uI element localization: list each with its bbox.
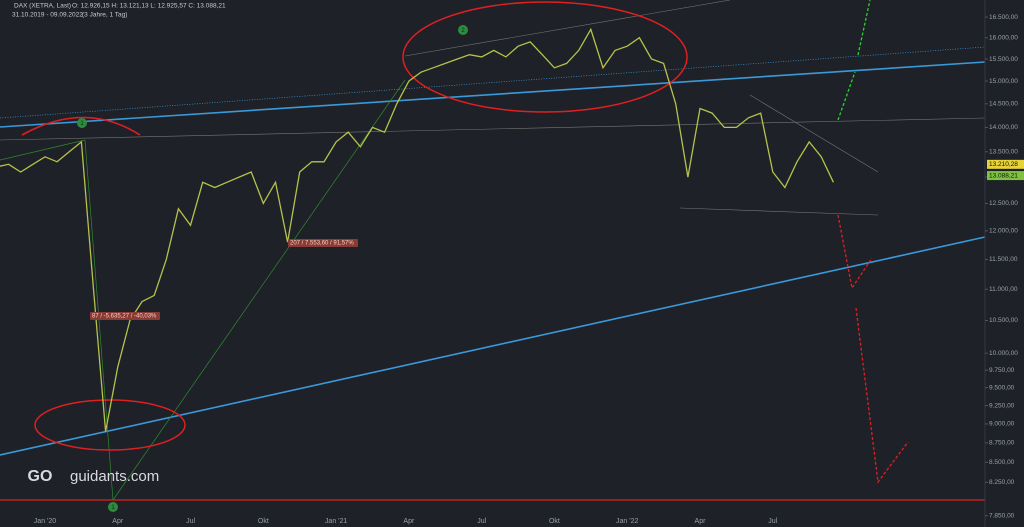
annotation-label: 207 / 7.553,60 / 91,57% xyxy=(290,241,354,247)
price-label-box xyxy=(987,159,1024,169)
x-tick-label: Okt xyxy=(258,518,269,525)
arrow xyxy=(837,214,909,484)
y-tick-label: 8.250,00 xyxy=(989,479,1015,486)
x-tick-label: Okt xyxy=(549,518,560,525)
trendline xyxy=(112,79,406,501)
y-tick-label: 12.500,00 xyxy=(989,200,1018,207)
annotation-box xyxy=(90,312,160,320)
trendline xyxy=(0,139,86,161)
y-tick-label: 8.500,00 xyxy=(989,459,1015,466)
annotation-label: 87 / -5.635,27 / -40,03% xyxy=(92,314,157,320)
y-tick-label: 14.000,00 xyxy=(989,124,1018,131)
x-tick-label: Jan '21 xyxy=(325,518,347,525)
y-tick-label: 10.000,00 xyxy=(989,350,1018,357)
y-tick-label: 9.750,00 xyxy=(989,367,1015,374)
marker xyxy=(77,118,87,128)
trendline xyxy=(404,0,731,57)
arrow xyxy=(837,0,871,121)
y-tick-label: 9.000,00 xyxy=(989,421,1015,428)
y-tick-label: 12.000,00 xyxy=(989,228,1018,235)
y-tick-label: 15.500,00 xyxy=(989,56,1018,63)
marker-label: 1 xyxy=(111,505,115,511)
annotation: 87 / -5.635,27 / -40,03% xyxy=(90,312,160,320)
price-label: 13.210,28 xyxy=(989,161,1018,168)
logo: guidants.com xyxy=(70,468,159,485)
x-tick-label: Jul xyxy=(186,518,195,525)
y-tick-label: 16.000,00 xyxy=(989,34,1018,41)
y-tick-label: 15.000,00 xyxy=(989,78,1018,85)
price-label-box xyxy=(987,171,1024,181)
highlight-arc xyxy=(21,116,141,136)
x-tick-label: Jan '20 xyxy=(34,518,56,525)
y-tick-label: 13.500,00 xyxy=(989,148,1018,155)
highlight-ellipse xyxy=(34,399,186,451)
x-tick-label: Apr xyxy=(403,518,415,525)
y-tick-label: 16.500,00 xyxy=(989,14,1018,21)
trendline xyxy=(749,94,879,173)
y-tick-label: 10.500,00 xyxy=(989,317,1018,324)
trendline xyxy=(0,236,986,456)
trendline xyxy=(0,117,986,141)
y-tick-label: 11.500,00 xyxy=(989,256,1018,263)
annotation-box xyxy=(288,239,358,247)
marker-label: 1 xyxy=(80,121,84,127)
y-tick-label: 8.750,00 xyxy=(989,440,1015,447)
y-tick-label: 14.500,00 xyxy=(989,101,1018,108)
period: (3 Jahre, 1 Tag) xyxy=(82,12,127,19)
marker-label: 2 xyxy=(461,28,465,34)
price-line xyxy=(0,27,834,432)
trendline xyxy=(679,207,879,216)
range: 31.10.2019 - 09.09.2022 xyxy=(12,12,83,19)
marker xyxy=(458,25,468,35)
x-tick-label: Apr xyxy=(112,518,124,525)
highlight-ellipse xyxy=(402,1,688,113)
price-label: 13.088,21 xyxy=(989,172,1018,179)
ohlc: O: 12.926,15 H: 13.121,13 L: 12.925,57 C… xyxy=(72,3,226,10)
annotation: 207 / 7.553,60 / 91,57% xyxy=(288,239,358,247)
marker xyxy=(108,502,118,512)
x-tick-label: Jul xyxy=(477,518,486,525)
y-tick-label: 9.500,00 xyxy=(989,384,1015,391)
y-tick-label: 9.250,00 xyxy=(989,402,1015,409)
x-tick-label: Apr xyxy=(695,518,707,525)
trendline xyxy=(0,61,986,128)
x-tick-label: Jan '22 xyxy=(616,518,638,525)
x-tick-label: Jul xyxy=(768,518,777,525)
y-tick-label: 11.000,00 xyxy=(989,286,1018,293)
y-tick-label: 7.850,00 xyxy=(989,512,1015,519)
symbol: DAX (XETRA, Last) xyxy=(14,3,71,10)
projection-arrows xyxy=(837,0,909,484)
trendline xyxy=(0,46,986,119)
logo-icon: GO xyxy=(28,468,53,485)
